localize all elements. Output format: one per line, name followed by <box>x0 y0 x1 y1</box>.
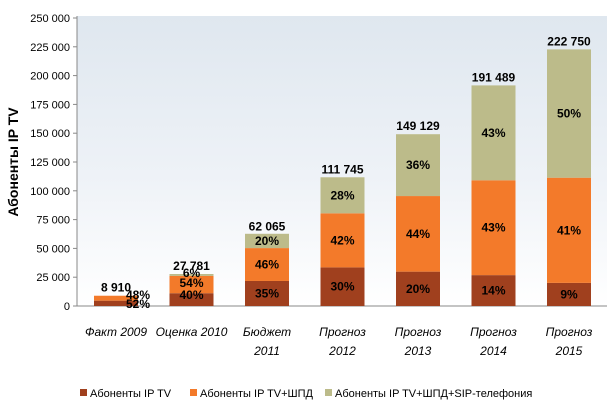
y-tick-label: 25 000 <box>36 272 70 284</box>
y-axis: 0 25 000 50 000 75 000 100 000 125 000 150 000… <box>30 13 607 313</box>
bar-segment <box>245 248 289 281</box>
category-label: 2014 <box>479 344 507 358</box>
percent-label: 43% <box>481 126 505 140</box>
category-label: 2013 <box>404 344 432 358</box>
bar-segment <box>94 295 138 301</box>
category-label: Оценка 2010 <box>156 325 228 339</box>
bar-segment <box>396 196 440 272</box>
total-label: 222 750 <box>547 34 591 48</box>
bar-segment <box>471 85 516 181</box>
y-tick-label: 75 000 <box>36 215 70 227</box>
y-tick-label: 50 000 <box>36 243 70 255</box>
total-label: 62 065 <box>249 220 286 234</box>
category-label: Бюджет <box>243 325 291 339</box>
bar-segment <box>547 177 591 283</box>
percent-label: 50% <box>557 107 581 121</box>
bar-segment <box>396 134 440 197</box>
percent-label: 20% <box>406 282 430 296</box>
legend-swatch <box>190 389 197 396</box>
percent-label: 52% <box>126 297 150 311</box>
percent-label: 40% <box>179 288 203 302</box>
percent-label: 30% <box>330 280 354 294</box>
total-label: 8 910 <box>101 281 131 295</box>
total-label: 149 129 <box>396 119 440 133</box>
percent-label: 14% <box>481 284 505 298</box>
bar-segment <box>471 275 516 306</box>
percent-label: 9% <box>560 287 578 301</box>
percent-label: 44% <box>406 227 430 241</box>
bar-segment <box>396 271 440 306</box>
legend-label: Абоненты IP TV <box>90 388 172 400</box>
percent-label: 54% <box>179 276 203 290</box>
category-label: 2015 <box>555 344 583 358</box>
bar-segment <box>547 282 591 306</box>
legend-label: Абоненты IP TV+ШПД <box>200 388 314 400</box>
bar-segment <box>320 213 365 268</box>
x-axis-labels: Факт 2009 Оценка 2010 Бюджет 2011 Прогноз 201… <box>85 325 593 358</box>
category-label: 2012 <box>328 344 356 358</box>
legend-swatch <box>325 389 332 396</box>
y-tick-label: 250 000 <box>30 13 70 25</box>
bar-segment <box>169 275 214 294</box>
percent-label: 46% <box>255 258 279 272</box>
percent-label: 20% <box>255 234 279 248</box>
y-tick-label: 200 000 <box>30 71 70 83</box>
legend-label: Абоненты IP TV+ШПД+SIP-телефония <box>335 388 532 400</box>
y-axis-label: Абоненты IP TV <box>5 107 21 217</box>
bar-segment <box>547 49 591 178</box>
percent-label: 35% <box>255 286 279 300</box>
total-label: 191 489 <box>472 70 516 84</box>
bar-segment <box>471 180 516 276</box>
y-tick-label: 100 000 <box>30 186 70 198</box>
y-tick-label: 125 000 <box>30 157 70 169</box>
legend: Абоненты IP TV Абоненты IP TV+ШПД Абоненты… <box>80 388 532 400</box>
percent-label: 6% <box>183 266 201 280</box>
bar-segment <box>320 177 365 214</box>
percent-label: 41% <box>557 223 581 237</box>
bar-segment <box>320 267 365 306</box>
category-label: Прогноз <box>546 325 593 339</box>
percent-label: 48% <box>126 288 150 302</box>
y-tick-label: 225 000 <box>30 42 70 54</box>
y-tick-label: 175 000 <box>30 99 70 111</box>
bar-segment <box>94 300 138 306</box>
category-label: Факт 2009 <box>85 325 147 339</box>
total-label: 27 781 <box>173 259 210 273</box>
bar-segment <box>245 280 289 306</box>
y-tick-label: 0 <box>64 301 70 313</box>
category-label: Прогноз <box>395 325 442 339</box>
total-label: 111 745 <box>321 162 363 176</box>
category-label: Прогноз <box>319 325 366 339</box>
legend-swatch <box>80 389 87 396</box>
bar-segment <box>169 293 214 306</box>
y-tick-label: 150 000 <box>30 128 70 140</box>
bar-segment <box>169 273 214 276</box>
category-label: 2011 <box>253 344 280 358</box>
category-label: Прогноз <box>470 325 517 339</box>
percent-label: 43% <box>481 221 505 235</box>
percent-label: 42% <box>330 233 354 247</box>
bar-segment <box>245 233 289 249</box>
percent-label: 28% <box>330 188 354 202</box>
percent-label: 36% <box>406 158 430 172</box>
